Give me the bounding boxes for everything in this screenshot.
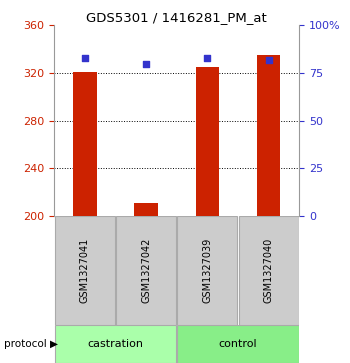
Point: [82, 55, 88, 61]
Text: GSM1327040: GSM1327040: [264, 238, 274, 303]
Bar: [55, 216, 115, 325]
Bar: [55, 325, 176, 363]
Bar: [196, 67, 219, 216]
Bar: [239, 216, 299, 325]
Text: protocol ▶: protocol ▶: [4, 339, 57, 349]
Point: [144, 61, 149, 66]
Text: GSM1327041: GSM1327041: [80, 238, 90, 303]
Bar: [257, 55, 280, 216]
Text: GSM1327042: GSM1327042: [141, 238, 151, 303]
Point: [204, 55, 210, 61]
Bar: [134, 204, 158, 216]
Bar: [177, 216, 237, 325]
Bar: [177, 325, 299, 363]
Title: GDS5301 / 1416281_PM_at: GDS5301 / 1416281_PM_at: [86, 11, 267, 24]
Text: control: control: [219, 339, 257, 349]
Bar: [73, 73, 97, 216]
Bar: [116, 216, 176, 325]
Text: GSM1327039: GSM1327039: [202, 238, 212, 303]
Point: [266, 57, 272, 62]
Text: castration: castration: [88, 339, 144, 349]
